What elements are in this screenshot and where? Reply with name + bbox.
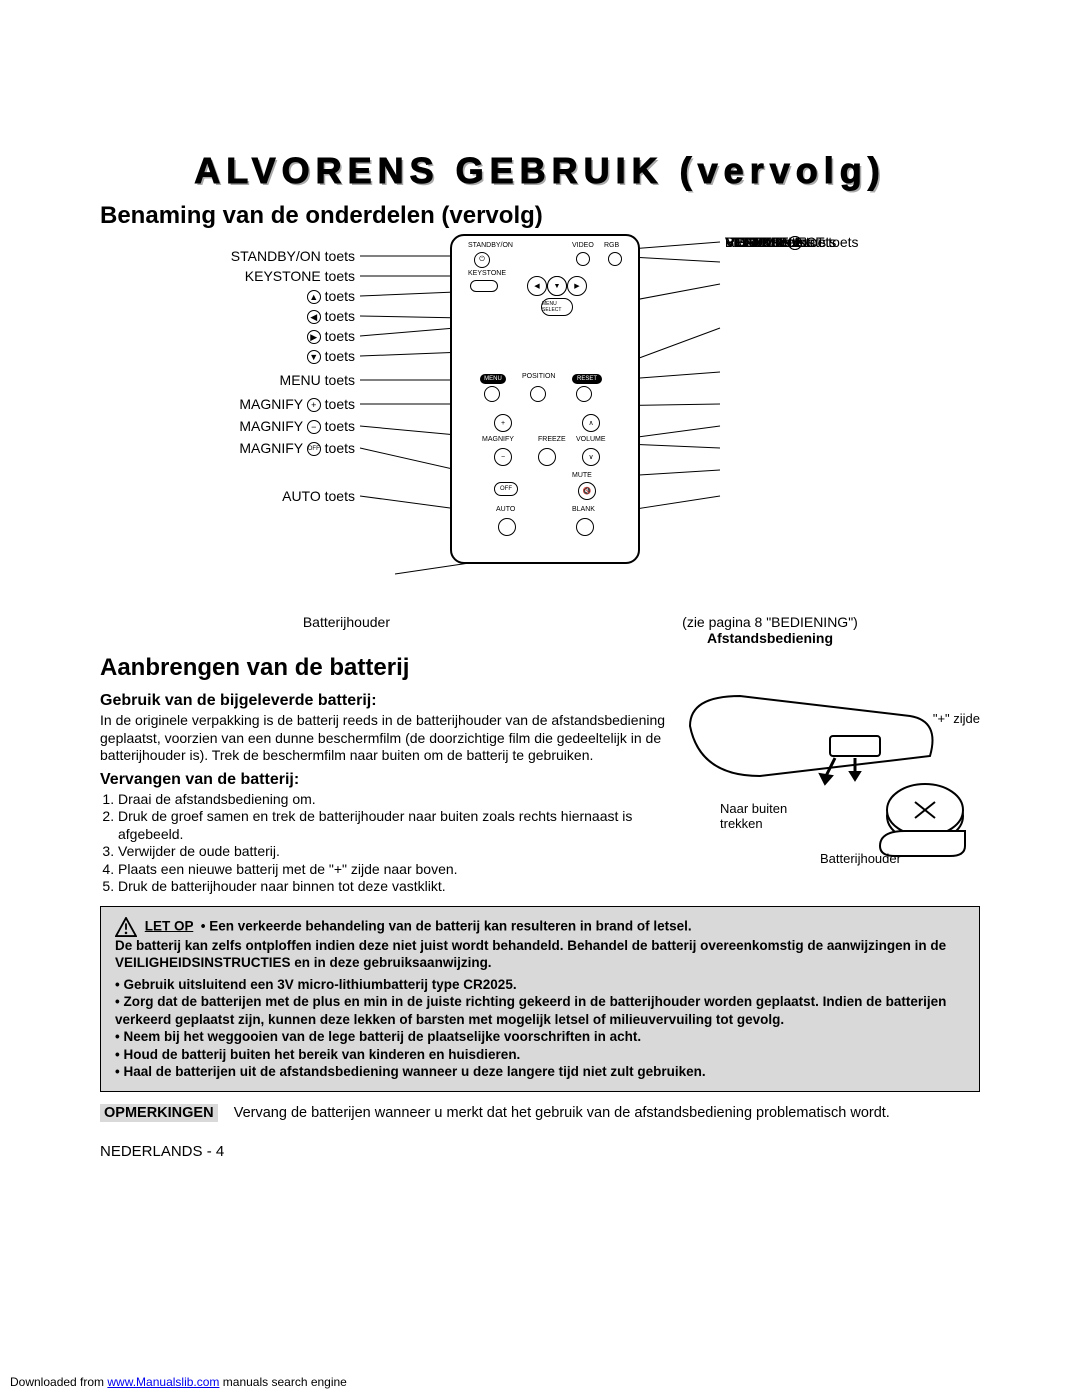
co-keystone: KEYSTONE toets (160, 268, 355, 284)
lbl-keystone: KEYSTONE (468, 270, 506, 277)
btn-keystone (470, 280, 498, 292)
note-body: Vervang de batterijen wanneer u merkt da… (234, 1105, 890, 1121)
remote-diagram: STANDBY/ON ⏻ VIDEO RGB KEYSTONE ▲ ◀ ▶ ▼ … (160, 234, 920, 614)
lbl-position: POSITION (522, 373, 555, 380)
caution-lead: LET OP • Een verkeerde behandeling van d… (115, 917, 965, 937)
battery-illustration: "+" zijde Naar buiten trekken Batterijho… (680, 686, 980, 866)
btn-auto (498, 518, 516, 536)
co-down: ▼ toets (160, 348, 355, 364)
step-1: Draai de afstandsbediening om. (118, 791, 670, 809)
btn-position (530, 386, 546, 402)
step-2: Druk de groef samen en trek de batterijh… (118, 808, 670, 843)
up-icon: ▲ (307, 290, 321, 304)
lbl-standby: STANDBY/ON (468, 242, 513, 249)
dl-post: manuals search engine (223, 1375, 347, 1389)
dpad: ▲ ◀ ▶ ▼ MENU SELECT (527, 276, 587, 366)
btn-blank (576, 518, 594, 536)
btn-video (576, 252, 590, 266)
dl-pre: Downloaded from (10, 1375, 107, 1389)
sub-supplied-title: Gebruik van de bijgeleverde batterij: (100, 692, 670, 710)
page-title: ALVORENS GEBRUIK (vervolg) (100, 150, 980, 192)
under-right-2: Afstandsbediening (620, 630, 920, 646)
replace-steps: Draai de afstandsbediening om. Druk de g… (100, 791, 670, 896)
manualslib-link[interactable]: www.Manualslib.com (107, 1375, 219, 1389)
lbl-auto: AUTO (496, 506, 515, 513)
off-icon: OFF (307, 442, 321, 456)
caution-lead-text: Een verkeerde behandeling van de batteri… (209, 918, 691, 933)
plus-icon: + (307, 398, 321, 412)
lbl-magnify: MAGNIFY (482, 436, 514, 443)
btn-mag-plus: + (494, 414, 512, 432)
co-standby: STANDBY/ON toets (160, 248, 355, 264)
co-mag-plus: MAGNIFY + toets (160, 396, 355, 412)
download-footer: Downloaded from www.Manualslib.com manua… (10, 1375, 347, 1389)
btn-mag-minus: − (494, 448, 512, 466)
caution-b3: Neem bij het weggooien van de lege batte… (115, 1028, 965, 1046)
caution-header: LET OP (145, 918, 194, 933)
section-parts-title: Benaming van de onderdelen (vervolg) (100, 202, 980, 230)
lbl-reset: RESET (572, 374, 602, 384)
lbl-freeze: FREEZE (538, 436, 566, 443)
lbl-holder: Batterijhouder (820, 851, 901, 866)
sub-supplied-body: In de originele verpakking is de batteri… (100, 712, 670, 765)
down-icon: ▼ (307, 350, 321, 364)
right-icon: ▶ (307, 330, 321, 344)
lbl-video: VIDEO (572, 242, 594, 249)
btn-vol-up: ∧ (582, 414, 600, 432)
co-menu: MENU toets (160, 372, 355, 388)
btn-freeze (538, 448, 556, 466)
under-left: Batterijhouder (160, 614, 450, 646)
btn-mute: 🔇 (578, 482, 596, 500)
note-row: OPMERKINGEN Vervang de batterijen wannee… (100, 1104, 980, 1123)
btn-standby: ⏻ (474, 252, 490, 268)
co-mag-minus: MAGNIFY − toets (160, 418, 355, 434)
lbl-mute: MUTE (572, 472, 592, 479)
section-battery-title: Aanbrengen van de batterij (100, 654, 980, 682)
note-header: OPMERKINGEN (100, 1104, 218, 1122)
minus-icon: − (307, 420, 321, 434)
co-left: ◀ toets (160, 308, 355, 324)
caution-bullets: Gebruik uitsluitend een 3V micro-lithium… (115, 976, 965, 1081)
warning-icon (115, 917, 137, 937)
step-5: Druk de batterijhouder naar binnen tot d… (118, 878, 670, 896)
lbl-volume: VOLUME (576, 436, 606, 443)
btn-off: OFF (494, 482, 518, 496)
sub-replace-title: Vervangen van de batterij: (100, 771, 670, 789)
remote-body: STANDBY/ON ⏻ VIDEO RGB KEYSTONE ▲ ◀ ▶ ▼ … (450, 234, 640, 564)
caution-line2: De batterij kan zelfs ontploffen indien … (115, 937, 965, 972)
caution-b1: Gebruik uitsluitend een 3V micro-lithium… (115, 976, 965, 994)
caution-b5: Haal de batterijen uit de afstandsbedien… (115, 1063, 965, 1081)
left-icon: ◀ (307, 310, 321, 324)
co-up: ▲ toets (160, 288, 355, 304)
lbl-menu: MENU (480, 374, 506, 384)
btn-reset (576, 386, 592, 402)
caution-b2: Zorg dat de batterijen met de plus en mi… (115, 993, 965, 1028)
btn-menu-select: MENU SELECT (541, 298, 573, 316)
btn-rgb (608, 252, 622, 266)
step-3: Verwijder de oude batterij. (118, 843, 670, 861)
lbl-rgb: RGB (604, 242, 619, 249)
lbl-plus-side: "+" zijde (933, 711, 980, 726)
caution-box: LET OP • Een verkeerde behandeling van d… (100, 906, 980, 1092)
co-auto: AUTO toets (160, 488, 355, 504)
lbl-pull: Naar buiten trekken (720, 801, 810, 831)
lbl-blank: BLANK (572, 506, 595, 513)
co-right: ▶ toets (160, 328, 355, 344)
caution-b4: Houd de batterij buiten het bereik van k… (115, 1046, 965, 1064)
co-blank: BLANK toets (725, 234, 805, 250)
btn-menu (484, 386, 500, 402)
under-remote-row: Batterijhouder (zie pagina 8 "BEDIENING"… (160, 614, 920, 646)
btn-vol-dn: ∨ (582, 448, 600, 466)
under-right-1: (zie pagina 8 "BEDIENING") (620, 614, 920, 630)
co-mag-off: MAGNIFY OFF toets (160, 440, 355, 456)
step-4: Plaats een nieuwe batterij met de "+" zi… (118, 861, 670, 879)
page-number: NEDERLANDS - 4 (100, 1143, 980, 1160)
